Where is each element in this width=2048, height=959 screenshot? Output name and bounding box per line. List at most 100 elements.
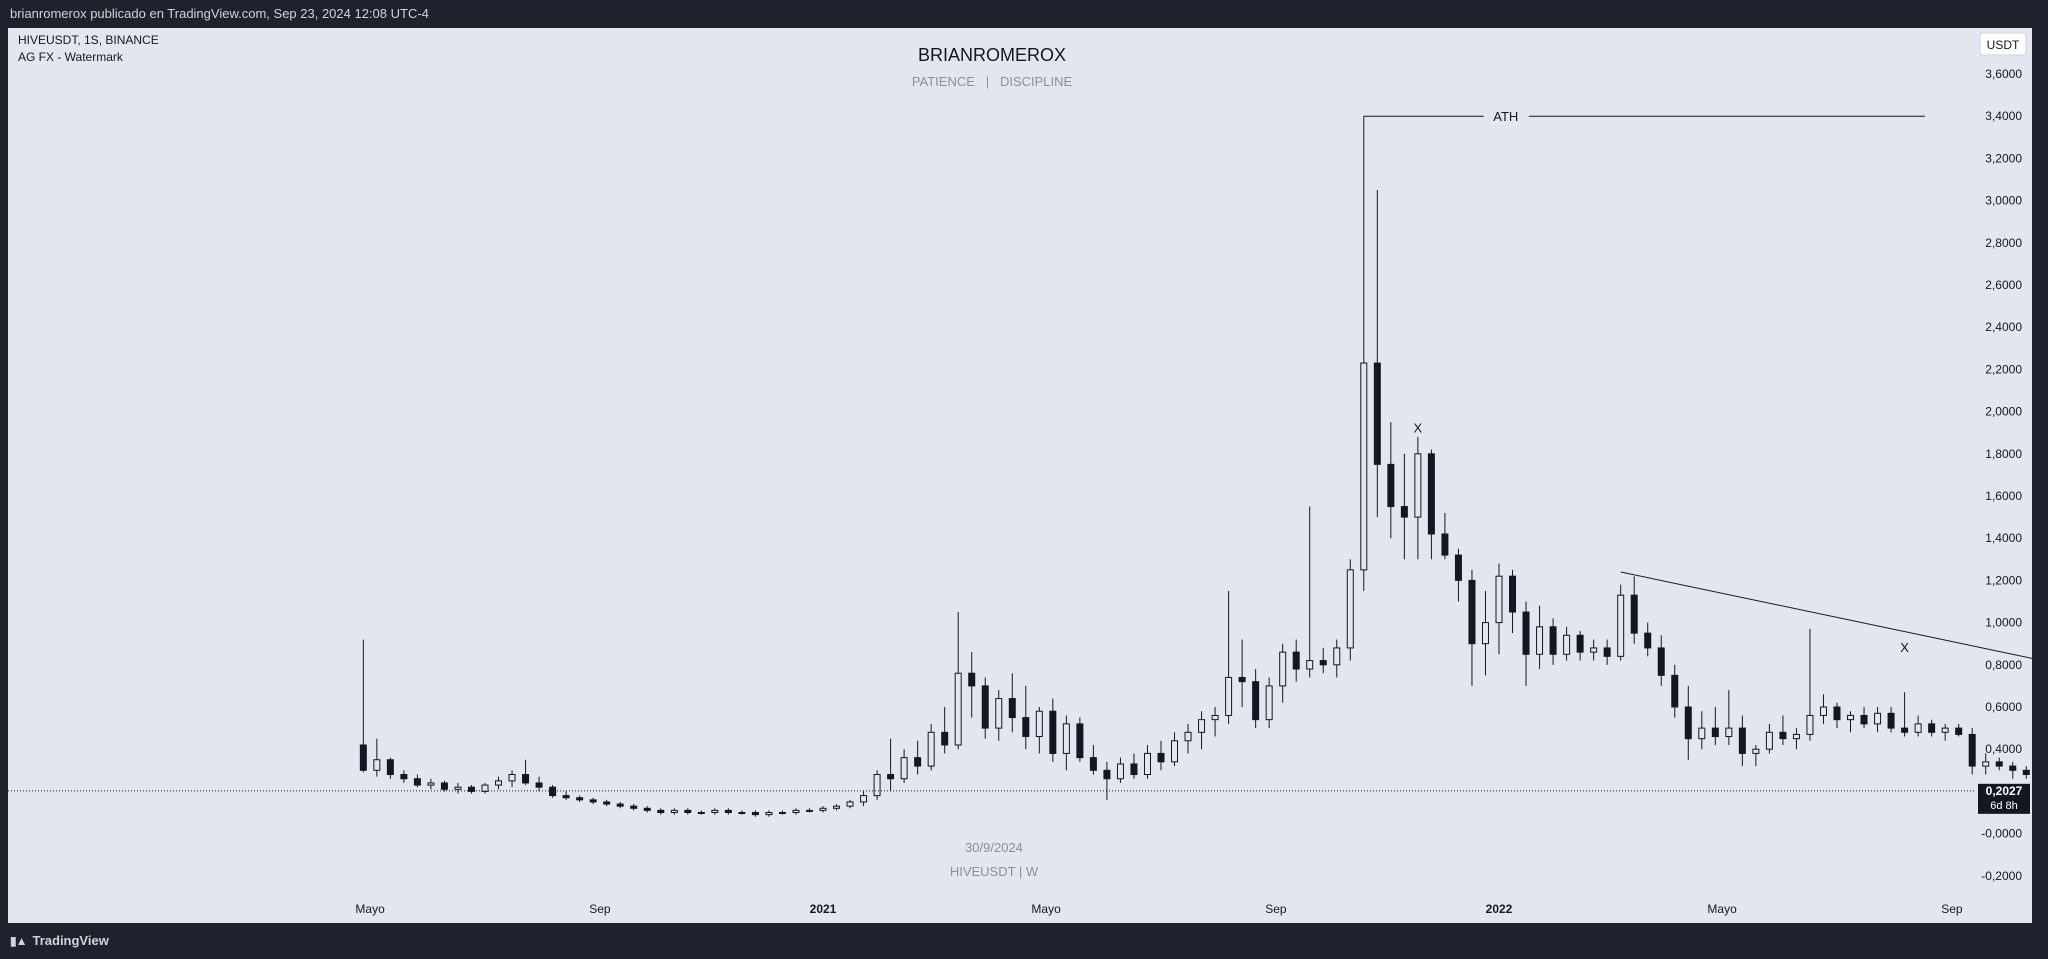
- candle-body: [1373, 362, 1381, 465]
- candle-body: [603, 801, 611, 805]
- candle: [1711, 707, 1719, 745]
- candle-body: [968, 672, 976, 687]
- candle-body: [1549, 626, 1557, 655]
- trendline: [1620, 571, 2032, 659]
- candle-body: [1522, 611, 1530, 655]
- candle-body: [873, 774, 881, 797]
- candle: [603, 799, 611, 807]
- candle-body: [427, 782, 435, 786]
- candle-body: [995, 698, 1003, 729]
- candle: [1022, 685, 1030, 750]
- candle-body: [1657, 647, 1665, 676]
- y-tick-label: 0,4000: [1985, 742, 2022, 756]
- candle-body: [508, 774, 516, 782]
- candle-body: [1414, 453, 1422, 518]
- candle-body: [440, 782, 448, 790]
- candle-body: [1360, 362, 1368, 571]
- candle: [1738, 715, 1746, 767]
- candle-body: [1860, 714, 1868, 725]
- candle-body: [684, 809, 692, 814]
- candle-body: [535, 782, 543, 788]
- candle-body: [1738, 727, 1746, 754]
- publisher-bar: brianromerox publicado en TradingView.co…: [0, 0, 2048, 28]
- candle: [1509, 569, 1517, 634]
- candle: [1617, 584, 1625, 661]
- y-tick-label: -0,2000: [1981, 869, 2022, 883]
- x-tick-label: 2021: [810, 902, 837, 916]
- candle: [522, 759, 530, 786]
- price-axis: 3,6000 3,4000 3,2000 3,0000 2,8000 2,6000 2,40…: [1981, 67, 2022, 883]
- candle: [1914, 715, 1922, 737]
- candle: [1968, 728, 1976, 775]
- candle: [1265, 677, 1273, 729]
- candle: [1955, 723, 1963, 737]
- candle: [1089, 744, 1097, 775]
- candle-body: [549, 786, 557, 797]
- candle-body: [1292, 651, 1300, 670]
- candle: [1346, 559, 1354, 661]
- candle: [1982, 753, 1990, 775]
- candle-body: [1441, 533, 1449, 556]
- candle: [1644, 622, 1652, 657]
- y-tick-label: 3,0000: [1985, 194, 2022, 208]
- chart-canvas[interactable]: ATHXXXX 3,60003,40003,20003,00002,80002,…: [8, 28, 2032, 923]
- candle: [724, 808, 732, 815]
- candle: [1806, 628, 1814, 741]
- tradingview-logo[interactable]: ▮▲ TradingView: [10, 933, 109, 948]
- candle: [1130, 753, 1138, 779]
- candle-body: [805, 809, 813, 812]
- candle: [927, 723, 935, 771]
- candle: [1076, 717, 1084, 762]
- candle-body: [1941, 727, 1949, 733]
- candle-body: [1022, 717, 1030, 738]
- candle: [1563, 626, 1571, 661]
- candle-body: [1333, 647, 1341, 666]
- currency-label[interactable]: USDT: [1987, 38, 2020, 52]
- candle-body: [1725, 727, 1733, 738]
- y-tick-label: 2,4000: [1985, 320, 2022, 334]
- candle: [1319, 647, 1327, 674]
- candle: [819, 806, 827, 813]
- currency-button[interactable]: USDT: [1979, 32, 2027, 56]
- candle-body: [914, 757, 922, 767]
- x-tick-label: Sep: [1265, 902, 1287, 916]
- symbol-legend[interactable]: HIVEUSDT, 1S, BINANCE: [18, 33, 159, 47]
- candle-body: [1765, 731, 1773, 750]
- candle-body: [1563, 634, 1571, 655]
- candle: [1698, 711, 1706, 750]
- candle: [846, 799, 854, 809]
- ath-label: ATH: [1493, 109, 1518, 124]
- watermark-symbol: HIVEUSDT | W: [950, 864, 1039, 879]
- candle: [1279, 643, 1287, 703]
- candle-body: [630, 805, 638, 809]
- candle: [386, 757, 394, 779]
- candle-body: [1157, 752, 1165, 763]
- candle: [616, 801, 624, 809]
- candle-body: [1211, 714, 1219, 721]
- candle: [738, 810, 746, 815]
- candle: [1657, 635, 1665, 686]
- candle: [1360, 116, 1368, 591]
- candle: [900, 749, 908, 783]
- candle-body: [1454, 554, 1462, 581]
- annotations-layer: ATHXXXX: [8, 109, 2032, 792]
- candle: [1765, 723, 1773, 754]
- candle-body: [1346, 569, 1354, 649]
- y-tick-label: 3,2000: [1985, 151, 2022, 165]
- candle-body: [711, 809, 719, 814]
- indicator-legend[interactable]: AG FX - Watermark: [18, 50, 124, 64]
- candle-body: [1536, 626, 1544, 655]
- watermark-date: 30/9/2024: [965, 840, 1023, 855]
- candle-body: [1265, 685, 1273, 721]
- candle: [1847, 711, 1855, 733]
- candle-body: [413, 778, 421, 786]
- candle: [778, 810, 786, 815]
- y-tick-label: 1,6000: [1985, 489, 2022, 503]
- candle-body: [887, 774, 895, 780]
- candle: [1157, 740, 1165, 771]
- candle-body: [1198, 719, 1206, 733]
- chart-frame[interactable]: ATHXXXX 3,60003,40003,20003,00002,80002,…: [8, 28, 2032, 923]
- candle: [413, 774, 421, 788]
- candle-body: [1698, 727, 1706, 740]
- y-tick-label: 3,6000: [1985, 67, 2022, 81]
